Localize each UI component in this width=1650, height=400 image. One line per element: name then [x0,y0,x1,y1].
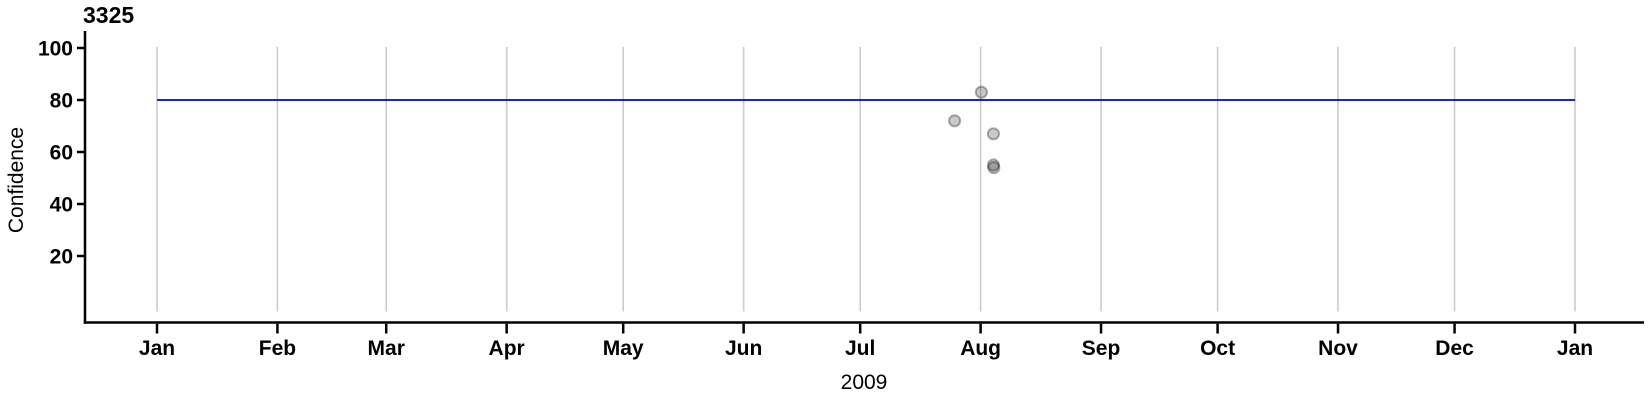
x-tick-label-jul: Jul [845,337,875,360]
x-tick-label-jan: Jan [139,337,175,360]
x-tick-label-apr: Apr [489,337,525,360]
y-tick-label-40: 40 [50,194,73,217]
x-tick-label-jun: Jun [725,337,762,360]
x-tick-label-nov: Nov [1318,337,1358,360]
data-point [987,161,1001,175]
x-tick-label-jan: Jan [1557,337,1593,360]
x-tick-label-sep: Sep [1082,337,1121,360]
x-tick-label-dec: Dec [1435,337,1474,360]
y-tick-label-20: 20 [50,246,73,269]
y-tick-label-60: 60 [50,142,73,165]
x-tick-label-aug: Aug [960,337,1001,360]
y-tick-label-100: 100 [38,38,73,61]
data-point [974,85,988,99]
x-tick-label-oct: Oct [1200,337,1235,360]
x-tick-label-mar: Mar [368,337,405,360]
y-axis-title: Confidence [5,126,28,234]
x-tick-label-feb: Feb [259,337,296,360]
data-point [947,114,962,128]
panel-title: 3325 [83,2,135,28]
data-point [986,127,1001,141]
x-tick-label-may: May [603,337,644,360]
x-axis-title: 2009 [840,371,888,394]
data-point [986,158,1001,172]
y-tick-label-80: 80 [50,90,73,113]
